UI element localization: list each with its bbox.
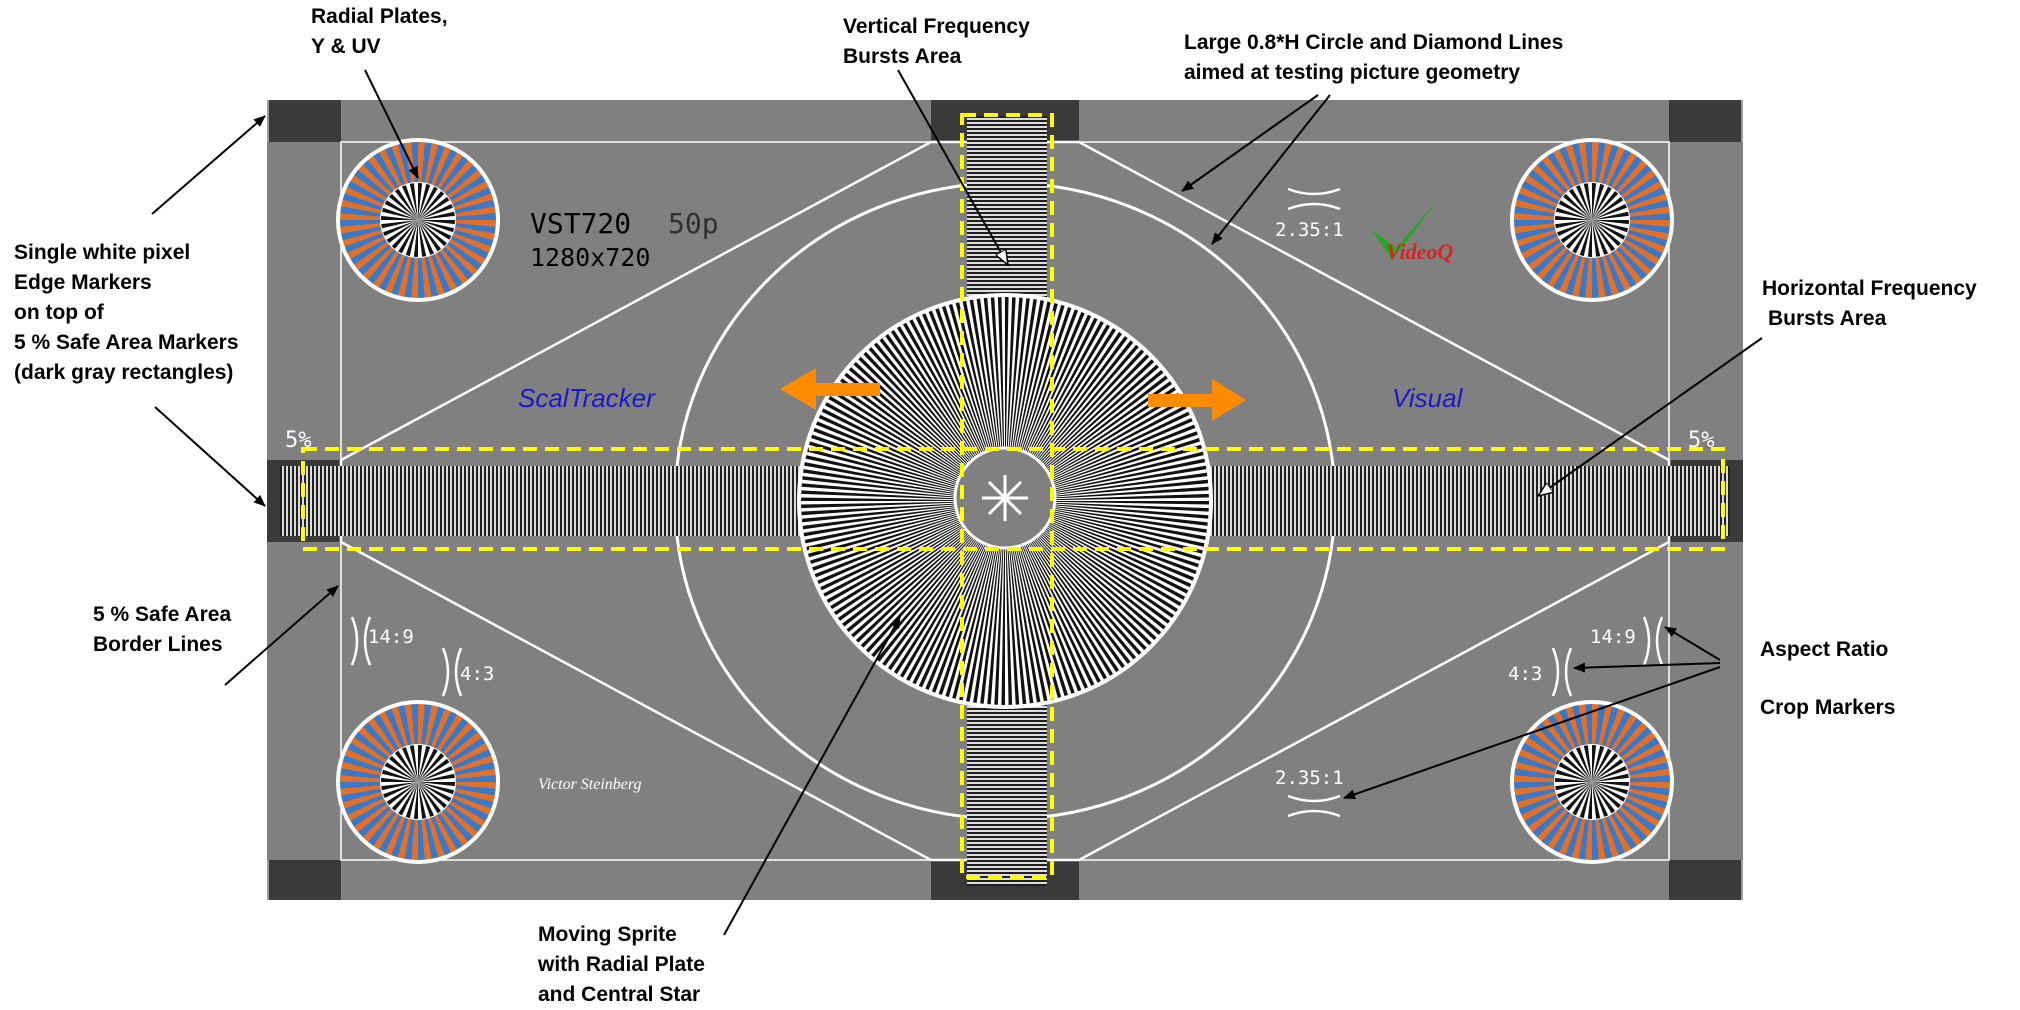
safe-area-5-left: 5%	[285, 428, 312, 453]
vertical-bursts-highlight	[960, 113, 1054, 879]
corner-radial-plate	[1510, 138, 1674, 302]
chart-rate-label: 50p	[668, 207, 719, 240]
callout-aspect-ratio: Aspect Ratio	[1760, 638, 1889, 661]
callout-vertical-bursts: Vertical Frequency Bursts Area	[843, 15, 1030, 68]
callout-moving-sprite: Moving Sprite with Radial Plate and Cent…	[538, 923, 705, 1006]
geometry-pointer-circle	[1211, 94, 1331, 245]
ar-235-top-label: 2.35:1	[1275, 219, 1344, 241]
callout-large-circle: Large 0.8*H Circle and Diamond Lines aim…	[1184, 31, 1564, 84]
corner-radial-plate	[1510, 700, 1674, 864]
crop-markers	[350, 187, 1664, 818]
callout-safe-area-lines: 5 % Safe Area Border Lines	[93, 603, 232, 656]
visual-label: Visual	[1392, 383, 1464, 413]
geometry-pointer-diamond	[1181, 94, 1319, 192]
edge-marker-pointer-top	[151, 115, 266, 215]
callout-edge-markers: Single white pixel Edge Markers on top o…	[14, 241, 239, 384]
central-star-icon	[982, 475, 1028, 521]
crop-marker-pointer-149	[1664, 626, 1721, 661]
corner-radial-plate	[336, 700, 500, 864]
safe-area-lines-pointer	[224, 585, 339, 686]
right-motion-arrow-icon	[1148, 379, 1246, 421]
crop-marker-pointer-235	[1343, 666, 1721, 800]
central-plate-rim	[797, 293, 1213, 709]
ar-43-right-label: 4:3	[1508, 663, 1542, 685]
scaltracker-label: ScalTracker	[518, 383, 656, 413]
ar-235-bottom-label: 2.35:1	[1275, 767, 1344, 789]
signature-label: Victor Steinberg	[538, 776, 642, 793]
radial-plates-pointer	[364, 69, 419, 179]
ar-43-left-label: 4:3	[460, 663, 494, 685]
corner-radial-plate	[336, 138, 500, 302]
horizontal-bursts-pointer	[1538, 337, 1763, 496]
videoq-logo-check-icon	[1372, 200, 1438, 260]
moving-sprite-pointer	[723, 616, 901, 936]
edge-markers	[267, 100, 1743, 900]
safe-area-5-right: 5%	[1688, 428, 1715, 453]
chart-resolution-label: 1280x720	[530, 243, 650, 272]
videoq-logo-text: VideoQ	[1386, 239, 1453, 264]
callout-horizontal-bursts: Horizontal Frequency Bursts Area	[1762, 277, 1977, 330]
horizontal-bursts-highlight	[301, 447, 1725, 551]
chart-model-label: VST720	[530, 207, 631, 240]
ar-149-left-label: 14:9	[368, 626, 414, 648]
left-motion-arrow-icon	[780, 368, 880, 410]
callout-crop-markers: Crop Markers	[1760, 696, 1896, 719]
callout-radial-plates: Radial Plates, Y & UV	[311, 5, 448, 58]
callout-arrows	[151, 69, 1763, 936]
edge-marker-pointer-mid	[154, 406, 266, 507]
ar-149-right-label: 14:9	[1590, 626, 1636, 648]
crop-marker-pointer-43	[1573, 662, 1721, 673]
vertical-bursts-pointer	[897, 69, 1008, 265]
